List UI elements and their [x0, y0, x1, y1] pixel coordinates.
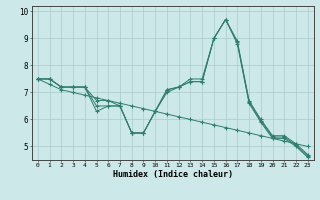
X-axis label: Humidex (Indice chaleur): Humidex (Indice chaleur): [113, 170, 233, 179]
